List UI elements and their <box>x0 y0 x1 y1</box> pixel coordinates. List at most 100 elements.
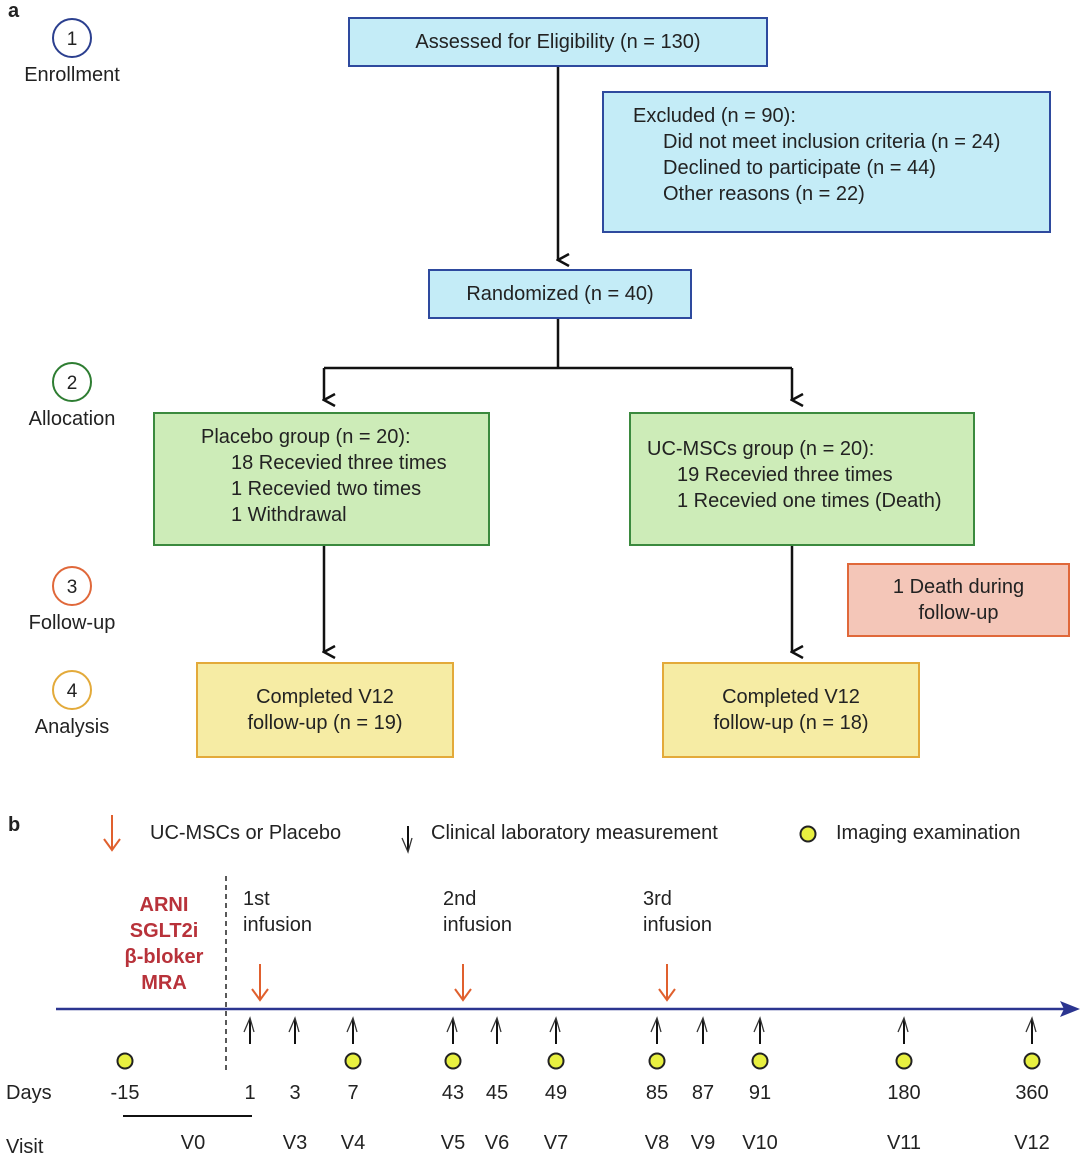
placebo-line: 18 Recevied three times <box>231 452 447 474</box>
infusion-word: infusion <box>643 914 712 936</box>
placebo-group-box: Placebo group (n = 20): 18 Recevied thre… <box>153 412 490 546</box>
infusion-arrow-icon-head <box>251 988 269 1002</box>
drug-list: ARNI SGLT2i β-bloker MRA <box>104 892 224 996</box>
infusion-word: infusion <box>443 914 512 936</box>
placebo-completed-box: Completed V12 follow-up (n = 19) <box>196 662 454 758</box>
day-label: 49 <box>544 1082 568 1104</box>
excluded-line: Declined to participate (n = 44) <box>663 157 936 179</box>
panel-b-label: b <box>8 814 21 836</box>
infusion-ordinal: 3rd <box>643 888 672 910</box>
visit-row-label: Visit <box>6 1136 44 1158</box>
lab-measurement-arrow-icon-head <box>696 1016 708 1033</box>
legend-infusion-arrow-icon-head <box>103 838 121 852</box>
day-label: 360 <box>1015 1082 1049 1104</box>
infusion-label: 1st infusion <box>243 886 312 938</box>
lab-measurement-arrow-icon-head <box>446 1016 458 1033</box>
days-row-label: Days <box>6 1082 52 1104</box>
excluded-line: Other reasons (n = 22) <box>663 183 865 205</box>
ucmsc-line: 19 Recevied three times <box>677 464 893 486</box>
placebo-title: Placebo group (n = 20): <box>201 426 411 448</box>
excluded-line: Did not meet inclusion criteria (n = 24) <box>663 131 1001 153</box>
excluded-title: Excluded (n = 90): <box>633 105 796 127</box>
placebo-line: 1 Withdrawal <box>231 504 347 526</box>
visit-label: V5 <box>440 1132 466 1154</box>
ucmsc-group-box: UC-MSCs group (n = 20): 19 Recevied thre… <box>629 412 975 546</box>
drug-item: β-bloker <box>124 946 204 968</box>
day-label: 45 <box>485 1082 509 1104</box>
day-label: 43 <box>441 1082 465 1104</box>
visit-label: V7 <box>543 1132 569 1154</box>
day-label: 3 <box>289 1082 301 1104</box>
infusion-label: 2nd infusion <box>443 886 512 938</box>
visit-label: V3 <box>282 1132 308 1154</box>
step-label: Enrollment <box>24 64 120 86</box>
drug-item: SGLT2i <box>129 920 199 942</box>
assessed-box: Assessed for Eligibility (n = 130) <box>348 17 768 67</box>
lab-measurement-arrow-icon-head <box>897 1016 909 1033</box>
legend-lab-label: Clinical laboratory measurement <box>431 822 718 844</box>
placebo-line: 1 Recevied two times <box>231 478 422 500</box>
assessed-text: Assessed for Eligibility (n = 130) <box>415 31 701 53</box>
day-label: 1 <box>244 1082 256 1104</box>
lab-measurement-arrow-icon-head <box>346 1016 358 1033</box>
completed-text: Completed V12 <box>722 686 860 708</box>
timeline-arrowhead <box>1060 1001 1080 1017</box>
completed-text: follow-up (n = 19) <box>247 712 403 734</box>
infusion-arrow-icon-head <box>658 988 676 1002</box>
day-label: 87 <box>691 1082 715 1104</box>
step-number-circle: 2 <box>52 362 92 402</box>
imaging-dot-icon <box>547 1052 565 1070</box>
visit-label: V10 <box>742 1132 778 1154</box>
step-label: Allocation <box>28 408 116 430</box>
legend-infusion-label: UC-MSCs or Placebo <box>150 822 342 844</box>
infusion-word: infusion <box>243 914 312 936</box>
lab-measurement-arrow-icon-head <box>243 1016 255 1033</box>
randomized-box: Randomized (n = 40) <box>428 269 692 319</box>
visit-label: V12 <box>1014 1132 1050 1154</box>
excluded-box: Excluded (n = 90): Did not meet inclusio… <box>602 91 1051 233</box>
ucmsc-line: 1 Recevied one times (Death) <box>677 490 942 512</box>
day-label: 91 <box>748 1082 772 1104</box>
step-label: Analysis <box>34 716 110 738</box>
completed-text: Completed V12 <box>256 686 394 708</box>
day-label: 7 <box>347 1082 359 1104</box>
step-analysis: 4 Analysis <box>12 670 132 739</box>
drug-item: ARNI <box>139 894 189 916</box>
legend-imaging-label: Imaging examination <box>836 822 1021 844</box>
step-number-circle: 4 <box>52 670 92 710</box>
visit-label-v0: V0 <box>180 1132 206 1154</box>
infusion-ordinal: 2nd <box>443 888 477 910</box>
death-text: 1 Death during <box>892 576 1025 598</box>
panel-a-label: a <box>8 0 20 22</box>
lab-measurement-arrow-icon-head <box>650 1016 662 1033</box>
step-follow-up: 3 Follow-up <box>12 566 132 635</box>
randomized-text: Randomized (n = 40) <box>466 283 654 305</box>
lab-measurement-arrow-icon-head <box>1025 1016 1037 1033</box>
imaging-dot-icon <box>444 1052 462 1070</box>
imaging-dot-icon <box>648 1052 666 1070</box>
ucmsc-completed-box: Completed V12 follow-up (n = 18) <box>662 662 920 758</box>
lab-measurement-arrow-icon-head <box>753 1016 765 1033</box>
visit-label: V11 <box>886 1132 922 1154</box>
legend-imaging-dot-icon <box>799 825 817 843</box>
day-label: -15 <box>110 1082 140 1104</box>
visit-label: V9 <box>690 1132 716 1154</box>
step-allocation: 2 Allocation <box>12 362 132 431</box>
step-enrollment: 1 Enrollment <box>12 18 132 87</box>
death-text: follow-up <box>918 602 999 624</box>
infusion-ordinal: 1st <box>243 888 270 910</box>
lab-measurement-arrow-icon-head <box>288 1016 300 1033</box>
step-label: Follow-up <box>28 612 116 634</box>
death-box: 1 Death during follow-up <box>847 563 1070 637</box>
visit-label: V4 <box>340 1132 366 1154</box>
imaging-dot-icon <box>895 1052 913 1070</box>
day-label: 85 <box>645 1082 669 1104</box>
ucmsc-title: UC-MSCs group (n = 20): <box>647 438 875 460</box>
visit-label: V8 <box>644 1132 670 1154</box>
lab-measurement-arrow-icon-head <box>490 1016 502 1033</box>
step-number-circle: 1 <box>52 18 92 58</box>
lab-measurement-arrow-icon-head <box>549 1016 561 1033</box>
imaging-dot-icon <box>344 1052 362 1070</box>
